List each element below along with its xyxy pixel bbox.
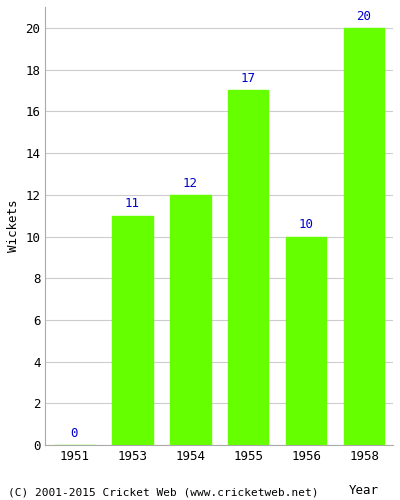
Text: 0: 0 xyxy=(70,427,78,440)
Bar xyxy=(228,90,268,445)
Y-axis label: Wickets: Wickets xyxy=(7,200,20,252)
Bar xyxy=(286,236,326,445)
Bar xyxy=(112,216,152,445)
Text: Year: Year xyxy=(349,484,379,497)
Bar xyxy=(344,28,384,445)
Bar xyxy=(170,195,210,445)
Text: 11: 11 xyxy=(125,198,140,210)
Text: 17: 17 xyxy=(241,72,256,85)
Text: 20: 20 xyxy=(356,10,372,22)
Text: (C) 2001-2015 Cricket Web (www.cricketweb.net): (C) 2001-2015 Cricket Web (www.cricketwe… xyxy=(8,488,318,498)
Text: 10: 10 xyxy=(299,218,314,232)
Text: 12: 12 xyxy=(183,176,198,190)
